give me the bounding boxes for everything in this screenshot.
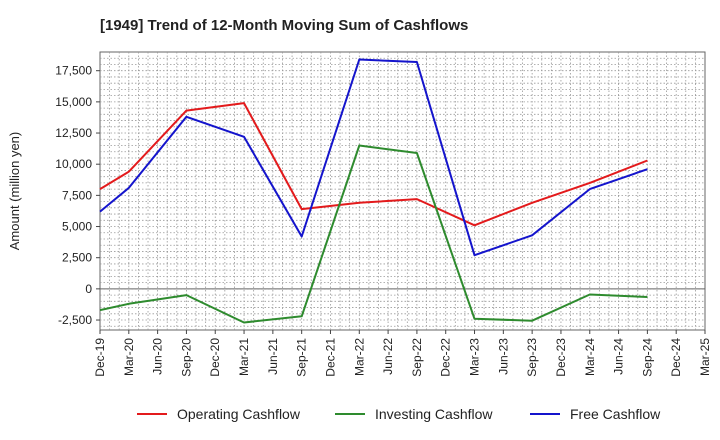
x-tick-label: Mar-23 [468,338,482,376]
y-axis-label: Amount (million yen) [7,132,22,251]
y-tick-label: 5,000 [62,220,92,234]
x-tick-label: Dec-20 [208,338,222,377]
y-tick-label: 0 [85,282,92,296]
x-tick-label: Jun-20 [151,338,165,375]
y-tick-label: 12,500 [55,126,92,140]
x-tick-label: Dec-24 [669,338,683,377]
series-line-2 [99,58,648,257]
x-tick-label: Dec-23 [554,338,568,377]
x-tick-label: Mar-24 [583,338,597,376]
x-tick-label: Sep-24 [640,338,654,377]
plot-frame [99,51,706,331]
series-line-1 [99,144,648,324]
series-layer [99,58,648,324]
x-tick-label: Jun-22 [381,338,395,375]
y-tick-label: 7,500 [62,188,92,202]
x-tick-label: Sep-22 [410,338,424,377]
y-axis-ticks: -2,500 0 2,500 5,000 7,500 10,000 12,500 15,000… [55,64,100,327]
x-tick-label: Sep-23 [525,338,539,377]
x-tick-label: Mar-21 [237,338,251,376]
x-tick-label: Mar-22 [352,338,366,376]
y-tick-label: -2,500 [58,313,92,327]
y-tick-label: 10,000 [55,157,92,171]
series-line-0 [99,102,648,227]
y-tick-label: 17,500 [55,64,92,78]
x-tick-label: Jun-23 [496,338,510,375]
legend-label: Operating Cashflow [177,406,301,422]
legend: Operating Cashflow Investing Cashflow Free… [137,406,661,422]
x-tick-label: Mar-25 [698,338,712,376]
x-tick-label: Dec-22 [439,338,453,377]
legend-label: Investing Cashflow [375,406,493,422]
x-tick-label: Jun-21 [266,338,280,375]
chart-title: [1949] Trend of 12-Month Moving Sum of C… [100,17,468,34]
y-tick-label: 2,500 [62,251,92,265]
x-tick-label: Sep-21 [295,338,309,377]
x-tick-label: Dec-19 [93,338,107,377]
x-tick-label: Sep-20 [179,338,193,377]
x-tick-label: Mar-20 [122,338,136,376]
legend-label: Free Cashflow [570,406,661,422]
x-tick-label: Dec-21 [323,338,337,377]
plot-area [99,51,706,331]
x-tick-label: Jun-24 [612,338,626,375]
y-tick-label: 15,000 [55,95,92,109]
x-axis-ticks: Dec-19 Mar-20 Jun-20 Sep-20 Dec-20 Mar-21 Jun-… [93,330,712,377]
